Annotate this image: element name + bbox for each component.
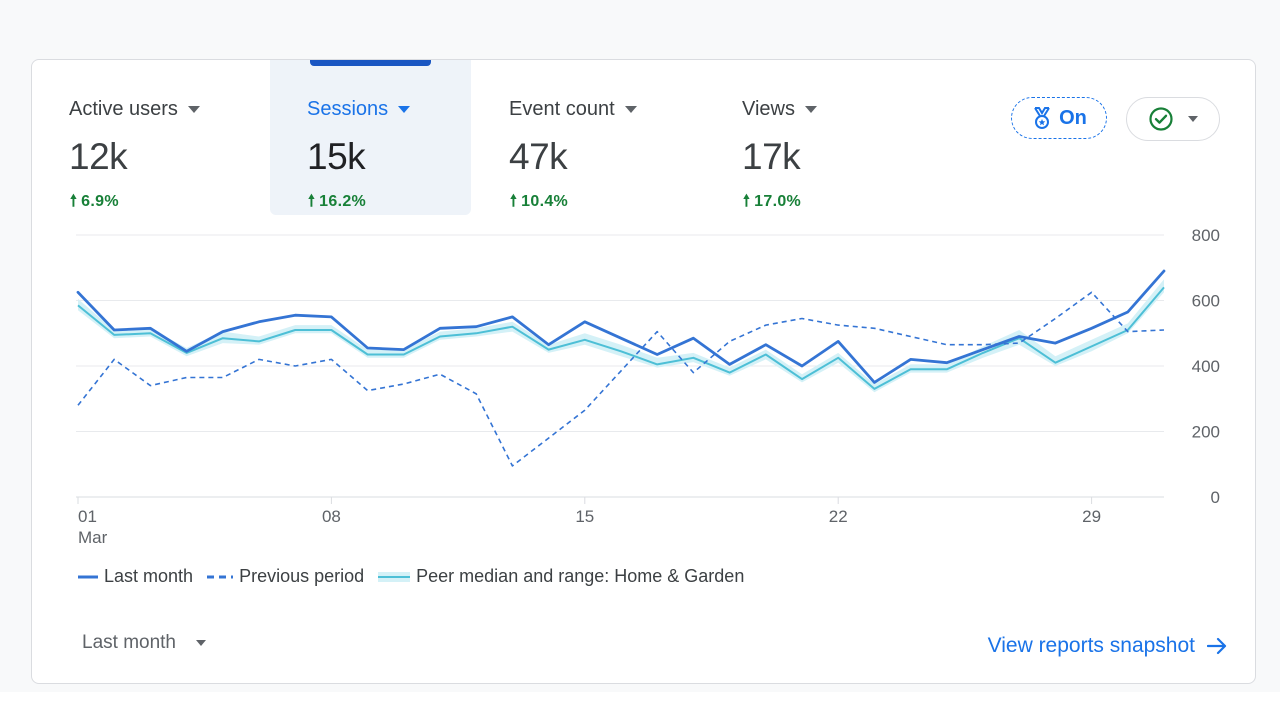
- date-range-selector[interactable]: Last month: [82, 632, 206, 654]
- delta-text: 16.2%: [319, 193, 367, 210]
- caret-down-icon: [398, 106, 411, 113]
- x-tick-label: 29: [1082, 507, 1101, 526]
- medal-icon: [1034, 107, 1050, 129]
- metric-delta-sessions: 🠕 16.2%: [308, 190, 366, 217]
- caret-down-icon: [187, 106, 200, 113]
- sessions-chart: 0 200 400 600 800 01 Mar 08 15 22 29: [76, 226, 1220, 547]
- x-tick-label: 01: [78, 507, 97, 526]
- arrow-up-icon: 🠕: [510, 193, 518, 210]
- metric-value-active-users: 12k: [69, 136, 128, 177]
- tab-event-count[interactable]: Event count 47k 🠕 10.4%: [471, 60, 705, 215]
- tab-label-event-count: Event count: [509, 98, 637, 121]
- metric-value-sessions: 15k: [307, 136, 366, 177]
- arrow-right-icon: [1207, 637, 1227, 655]
- tab-label-text: Active users: [69, 98, 178, 120]
- peer-range-band: [78, 279, 1164, 393]
- previous-period-line: [77, 291, 1165, 467]
- y-tick-label: 0: [1211, 488, 1220, 507]
- metric-value-views: 17k: [742, 136, 801, 177]
- tab-sessions[interactable]: Sessions 15k 🠕 16.2%: [270, 60, 471, 215]
- tab-label-views: Views: [742, 98, 817, 121]
- arrow-up-icon: 🠕: [70, 193, 78, 210]
- x-tick-label: 08: [322, 507, 341, 526]
- overview-card: Active users 12k 🠕 6.9% Sessions 15k 🠕 16.…: [31, 59, 1256, 684]
- arrow-up-icon: 🠕: [743, 193, 751, 210]
- tab-label-sessions: Sessions: [307, 98, 411, 121]
- tab-active-users[interactable]: Active users 12k 🠕 6.9%: [32, 60, 270, 215]
- legend-label: Previous period: [239, 566, 365, 586]
- metric-delta-active-users: 🠕 6.9%: [70, 190, 119, 217]
- arrow-up-icon: 🠕: [308, 193, 316, 210]
- tab-label-text: Sessions: [307, 98, 389, 120]
- view-reports-snapshot-link[interactable]: View reports snapshot: [988, 634, 1227, 658]
- peer-median-line: [77, 286, 1165, 390]
- metric-value-event-count: 47k: [509, 136, 568, 177]
- tab-label-text: Event count: [509, 98, 615, 120]
- legend-item-peer-range: Peer median and range: Home & Garden: [378, 566, 744, 587]
- check-circle-icon: [1149, 107, 1173, 131]
- benchmarking-toggle-label: On: [1059, 106, 1087, 129]
- delta-text: 6.9%: [81, 193, 119, 210]
- x-tick-label: 15: [575, 507, 594, 526]
- status-menu-button[interactable]: [1126, 97, 1220, 141]
- chart-legend: Last month Previous period Peer median a…: [78, 566, 758, 587]
- benchmarking-toggle[interactable]: On: [1011, 97, 1107, 139]
- y-tick-label: 400: [1192, 357, 1220, 376]
- legend-label: Last month: [104, 566, 194, 586]
- legend-swatch-band: [378, 571, 411, 582]
- series-layer: [76, 269, 1166, 467]
- snapshot-link-label: View reports snapshot: [987, 634, 1195, 657]
- legend-swatch-dashed: [207, 575, 234, 578]
- x-axis: 01 Mar 08 15 22 29: [77, 497, 1101, 547]
- delta-text: 17.0%: [754, 193, 802, 210]
- x-tick-sublabel: Mar: [78, 528, 108, 547]
- y-axis: 0 200 400 600 800: [1192, 226, 1220, 507]
- metric-delta-event-count: 🠕 10.4%: [510, 190, 568, 217]
- caret-down-icon: [624, 106, 637, 113]
- tab-label-active-users: Active users: [69, 98, 200, 121]
- caret-down-icon: [805, 106, 817, 113]
- legend-label: Peer median and range: Home & Garden: [416, 566, 745, 586]
- delta-text: 10.4%: [521, 193, 569, 210]
- x-tick-label: 22: [829, 507, 848, 526]
- tab-label-text: Views: [742, 98, 795, 120]
- chart-grid: [76, 234, 1164, 498]
- peer-band-layer: [77, 279, 1165, 393]
- legend-item-last-month: Last month: [78, 566, 193, 587]
- metric-delta-views: 🠕 17.0%: [743, 190, 801, 217]
- selected-tab-indicator: [310, 60, 431, 66]
- date-range-label: Last month: [82, 632, 176, 653]
- caret-down-icon: [1188, 116, 1198, 122]
- caret-down-icon: [196, 640, 206, 646]
- tab-views[interactable]: Views 17k 🠕 17.0%: [705, 60, 905, 215]
- y-tick-label: 600: [1192, 292, 1220, 311]
- legend-item-previous-period: Previous period: [207, 566, 364, 587]
- y-tick-label: 200: [1192, 423, 1220, 442]
- last-month-line: [76, 269, 1166, 384]
- legend-swatch-solid: [78, 575, 98, 578]
- y-tick-label: 800: [1192, 226, 1220, 245]
- page-bottom-strip: [0, 692, 1280, 720]
